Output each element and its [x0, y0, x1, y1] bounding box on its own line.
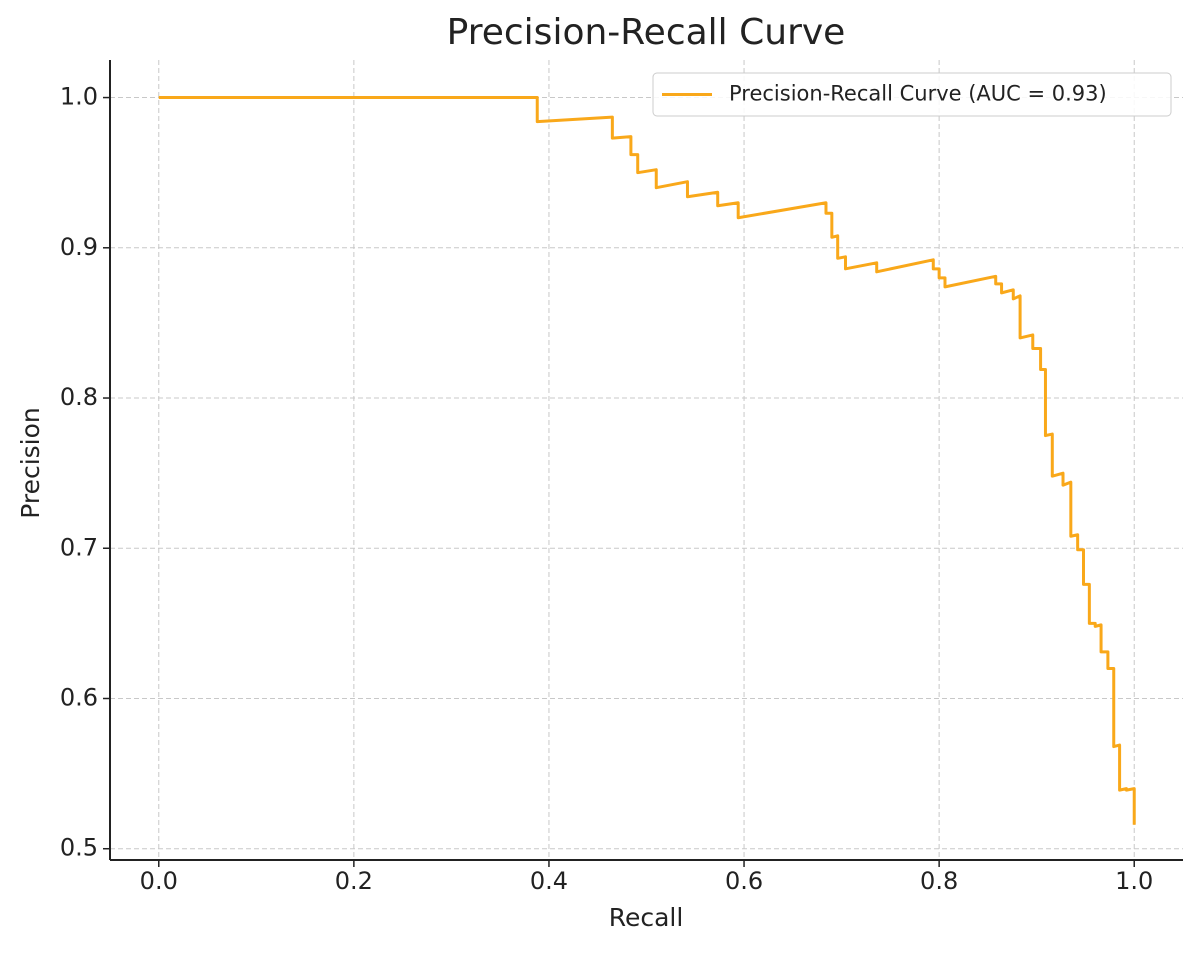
chart-title: Precision-Recall Curve: [447, 12, 846, 53]
x-tick-label: 0.0: [140, 867, 178, 895]
line: [158, 96, 1136, 825]
y-tick-label: 0.5: [60, 834, 98, 862]
y-tick-label: 0.8: [60, 383, 98, 411]
x-tick-label: 0.8: [920, 867, 958, 895]
x-tick-label: 0.6: [725, 867, 763, 895]
y-tick-label: 0.9: [60, 233, 98, 261]
y-tick-label: 1.0: [60, 83, 98, 111]
x-axis-label: Recall: [609, 903, 684, 932]
y-axis-label: Precision: [16, 407, 45, 519]
x-tick-label: 0.2: [335, 867, 373, 895]
x-tick-label: 1.0: [1115, 867, 1153, 895]
x-tick-label: 0.4: [530, 867, 568, 895]
legend-box: [652, 72, 1172, 117]
y-tick-label: 0.7: [60, 533, 98, 561]
legend-label: Precision-Recall Curve (AUC = 0.93): [729, 82, 1107, 106]
y-tick-label: 0.6: [60, 683, 98, 711]
